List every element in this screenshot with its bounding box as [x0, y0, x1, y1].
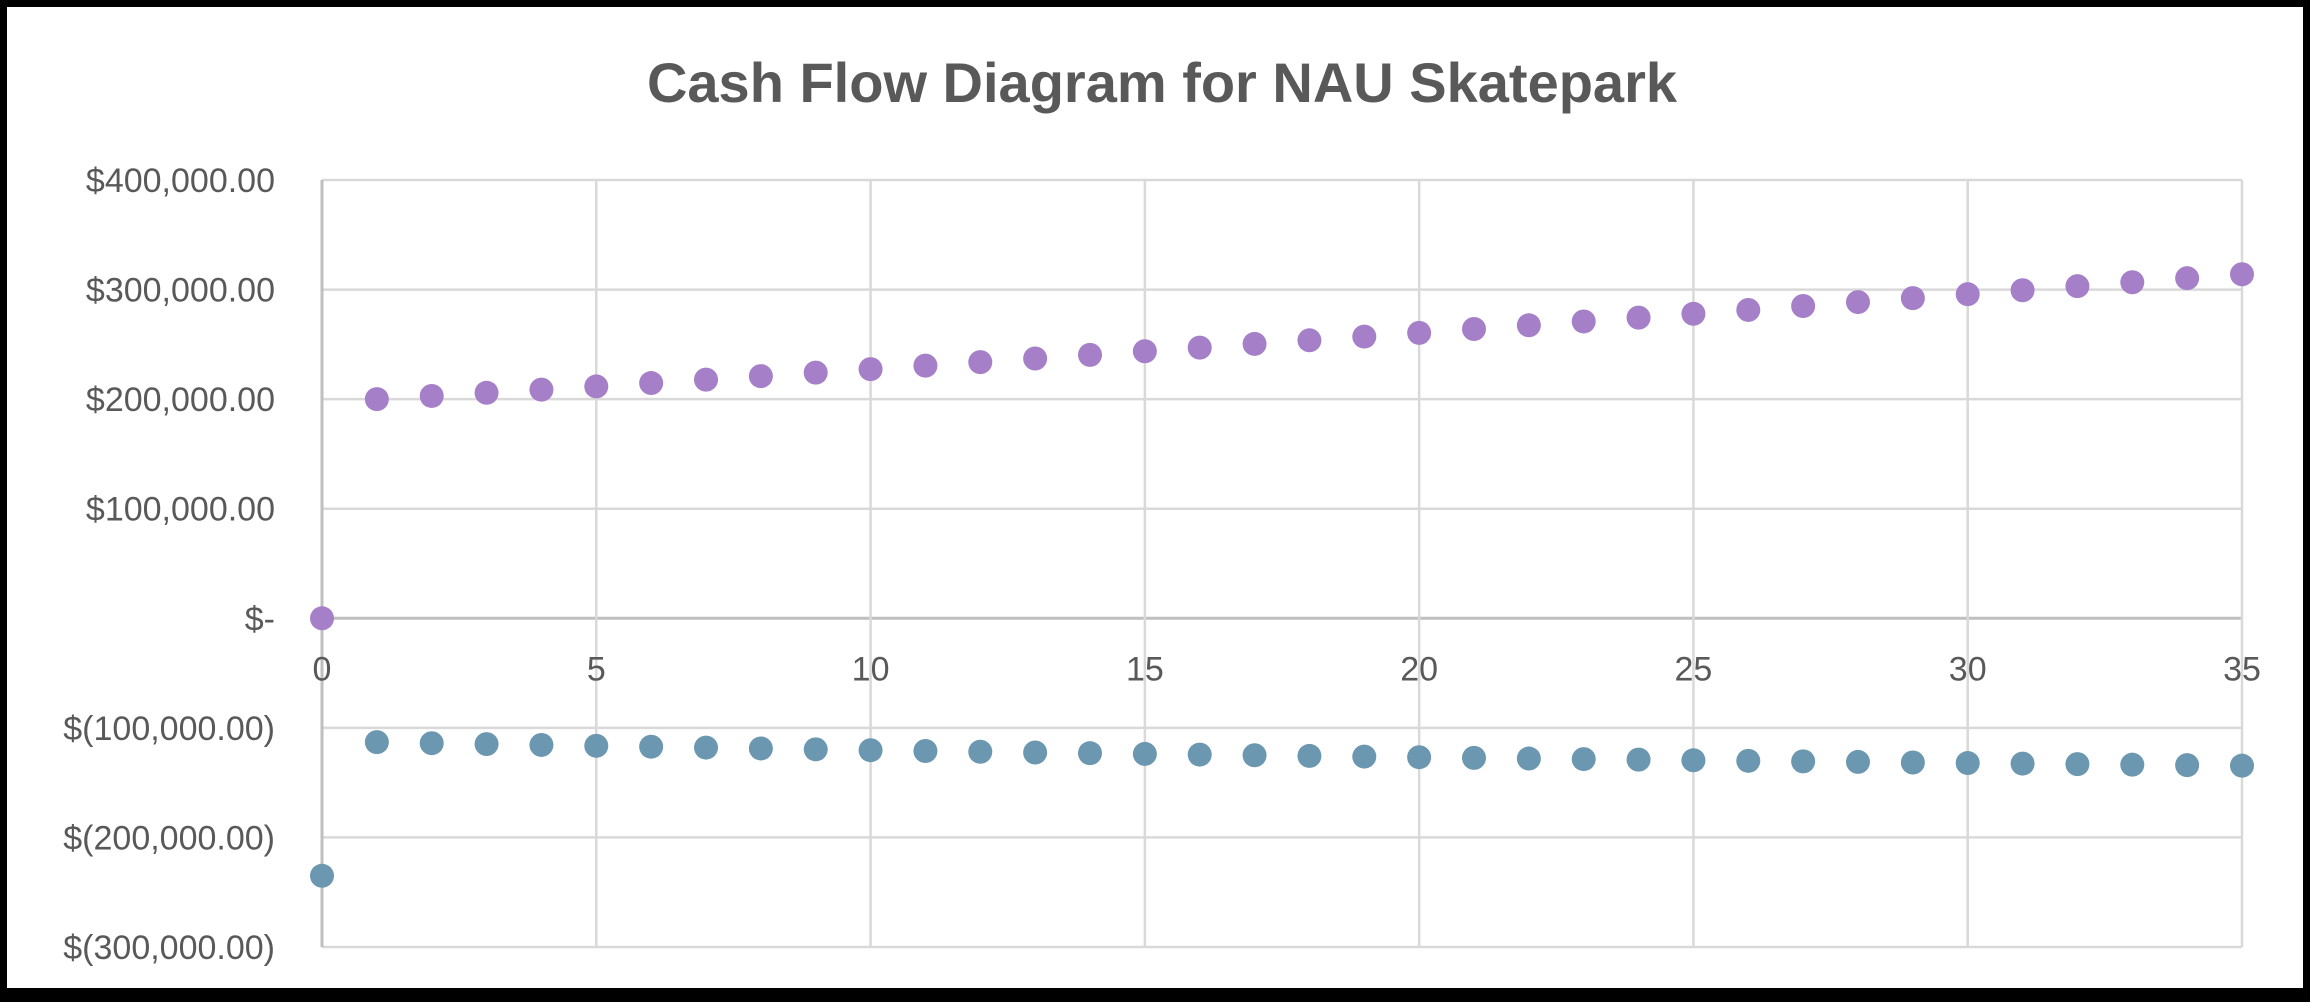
data-point-series-2 [639, 734, 664, 759]
grid [320, 178, 2244, 949]
data-point-series-1 [1023, 346, 1048, 371]
y-tick-label: $(300,000.00) [63, 929, 275, 967]
data-point-series-1 [639, 371, 664, 396]
data-point-series-2 [1736, 748, 1761, 773]
data-point-series-2 [1187, 742, 1212, 767]
data-point-series-2 [1242, 743, 1267, 768]
data-point-series-2 [1681, 748, 1706, 773]
data-point-series-2 [1023, 740, 1048, 765]
data-point-series-1 [1297, 328, 1322, 353]
data-point-series-1 [474, 380, 499, 405]
data-point-series-1 [2065, 274, 2090, 299]
data-point-series-1 [1681, 301, 1706, 326]
x-tick-label: 0 [313, 650, 332, 688]
data-point-series-2 [1462, 745, 1486, 770]
data-point-series-2 [529, 732, 554, 757]
data-point-series-2 [474, 732, 499, 757]
data-point-series-1 [1242, 331, 1267, 356]
data-point-series-2 [2065, 752, 2090, 777]
x-tick-label: 35 [2223, 650, 2261, 688]
data-point-series-1 [1187, 335, 1212, 360]
data-point-series-2 [364, 730, 389, 755]
data-point-series-2 [748, 736, 773, 761]
data-point-series-2 [694, 735, 718, 760]
data-point-series-2 [1078, 741, 1102, 766]
data-point-series-2 [1955, 751, 1980, 776]
data-point-series-1 [913, 353, 938, 378]
data-point-series-1 [1407, 320, 1432, 345]
y-tick-label: $200,000.00 [86, 381, 275, 419]
data-point-series-1 [694, 367, 718, 392]
data-point-series-2 [1352, 744, 1377, 769]
data-point-series-1 [529, 377, 554, 402]
data-point-series-1 [1352, 324, 1377, 349]
x-tick-label: 10 [852, 650, 890, 688]
data-point-series-2 [1132, 741, 1157, 766]
y-tick-label: $300,000.00 [86, 272, 275, 310]
y-tick-label: $400,000.00 [86, 162, 275, 200]
y-axis-ticks: $400,000.00 $300,000.00 $200,000.00 $100,00… [63, 162, 275, 967]
data-point-series-2 [2175, 753, 2200, 778]
data-point-series-1 [2230, 262, 2254, 287]
data-point-series-1 [2120, 270, 2145, 295]
data-point-series-2 [1571, 747, 1596, 772]
data-point-series-2 [1407, 745, 1432, 770]
data-point-series-1 [1900, 286, 1925, 311]
data-point-series-2 [419, 731, 444, 756]
data-point-series-1 [310, 606, 334, 631]
data-point-series-1 [968, 350, 993, 375]
y-tick-label: $100,000.00 [86, 491, 275, 529]
x-tick-label: 25 [1675, 650, 1713, 688]
data-points [310, 262, 2254, 888]
data-point-series-1 [1078, 342, 1102, 367]
data-point-series-2 [1791, 749, 1816, 774]
x-tick-label: 30 [1949, 650, 1987, 688]
y-tick-label: $(100,000.00) [63, 710, 275, 748]
cash-flow-chart: Cash Flow Diagram for NAU Skatepark $400… [63, 51, 2261, 967]
x-tick-label: 15 [1126, 650, 1164, 688]
data-point-series-1 [2175, 266, 2200, 291]
data-point-series-1 [1132, 339, 1157, 364]
data-point-series-1 [2010, 278, 2035, 303]
data-point-series-1 [1462, 317, 1486, 342]
data-point-series-1 [858, 357, 883, 382]
data-point-series-2 [584, 733, 609, 758]
data-point-series-1 [1955, 282, 1980, 307]
data-point-series-2 [858, 738, 883, 763]
data-point-series-2 [1516, 746, 1541, 771]
data-point-series-1 [1791, 294, 1816, 319]
x-tick-label: 5 [587, 650, 606, 688]
data-point-series-1 [1846, 290, 1870, 315]
data-point-series-2 [1900, 750, 1925, 775]
data-point-series-2 [803, 737, 828, 762]
data-point-series-2 [2230, 753, 2254, 778]
data-point-series-2 [2010, 751, 2035, 776]
y-tick-label: $- [245, 600, 275, 638]
x-axis-ticks: 0 5 10 15 20 25 30 35 [313, 650, 2261, 688]
data-point-series-2 [2120, 752, 2145, 777]
chart-title: Cash Flow Diagram for NAU Skatepark [647, 51, 1678, 114]
data-point-series-2 [310, 863, 334, 888]
y-tick-label: $(200,000.00) [63, 819, 275, 857]
data-point-series-1 [803, 360, 828, 385]
data-point-series-1 [1516, 313, 1541, 338]
data-point-series-2 [913, 738, 938, 763]
data-point-series-2 [1846, 749, 1870, 774]
data-point-series-1 [748, 364, 773, 389]
data-point-series-1 [364, 387, 389, 412]
data-point-series-1 [419, 383, 444, 408]
data-point-series-2 [1297, 743, 1322, 768]
x-tick-label: 20 [1400, 650, 1438, 688]
data-point-series-1 [1736, 297, 1761, 322]
data-point-series-1 [1571, 309, 1596, 334]
data-point-series-2 [1626, 747, 1651, 772]
data-point-series-1 [1626, 305, 1651, 330]
data-point-series-2 [968, 739, 993, 764]
data-point-series-1 [584, 374, 609, 399]
